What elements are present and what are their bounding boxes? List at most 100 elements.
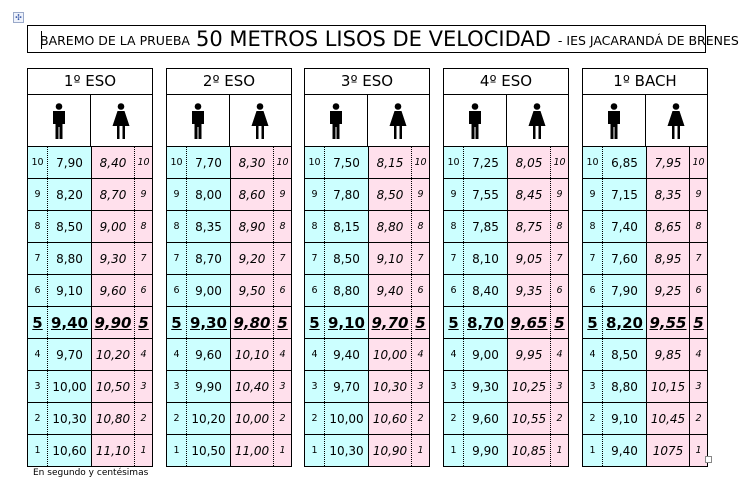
male-score: 7 (305, 243, 325, 274)
male-score: 4 (167, 339, 187, 370)
female-score: 2 (412, 403, 429, 434)
male-time: 9,90 (464, 435, 508, 466)
male-time: 7,90 (603, 275, 647, 306)
female-score: 8 (135, 211, 152, 242)
female-time: 1075 (647, 435, 690, 466)
female-time: 8,60 (231, 179, 274, 210)
female-score: 3 (274, 371, 291, 402)
table-row: 5 9,40 9,90 5 (28, 306, 152, 338)
title-prefix: BAREMO DE LA PRUEBA (40, 33, 190, 48)
female-time: 10,80 (92, 403, 135, 434)
male-time: 9,10 (603, 403, 647, 434)
female-score: 10 (274, 147, 291, 178)
female-time: 9,60 (92, 275, 135, 306)
male-score: 2 (28, 403, 48, 434)
male-score: 1 (444, 435, 464, 466)
male-time: 9,00 (464, 339, 508, 370)
grade-table: 3º ESO 10 7,50 8,15 10 9 7,80 8,50 9 8 8… (304, 68, 430, 467)
female-score: 1 (551, 435, 568, 466)
female-score: 5 (551, 307, 568, 338)
male-score: 4 (28, 339, 48, 370)
female-time: 8,75 (508, 211, 551, 242)
male-time: 10,60 (48, 435, 92, 466)
female-time: 9,70 (369, 307, 412, 338)
male-time: 8,70 (187, 243, 231, 274)
female-time: 9,05 (508, 243, 551, 274)
grade-title: 1º BACH (583, 69, 707, 95)
woman-icon (91, 95, 153, 146)
male-time: 10,30 (325, 435, 369, 466)
female-time: 8,50 (369, 179, 412, 210)
gender-header (167, 95, 291, 147)
female-score: 1 (135, 435, 152, 466)
female-time: 9,30 (92, 243, 135, 274)
table-row: 4 8,50 9,85 4 (583, 338, 707, 370)
table-resize-handle[interactable] (705, 456, 712, 463)
grade-table: 4º ESO 10 7,25 8,05 10 9 7,55 8,45 9 8 7… (443, 68, 569, 467)
female-time: 10,10 (231, 339, 274, 370)
table-row: 4 9,60 10,10 4 (167, 338, 291, 370)
table-row: 3 8,80 10,15 3 (583, 370, 707, 402)
male-time: 7,85 (464, 211, 508, 242)
female-score: 8 (551, 211, 568, 242)
table-row: 5 9,30 9,80 5 (167, 306, 291, 338)
male-score: 9 (305, 179, 325, 210)
male-time: 7,55 (464, 179, 508, 210)
female-time: 9,55 (647, 307, 690, 338)
table-row: 4 9,40 10,00 4 (305, 338, 429, 370)
table-row: 7 8,80 9,30 7 (28, 242, 152, 274)
table-row: 8 7,85 8,75 8 (444, 210, 568, 242)
table-row: 2 9,10 10,45 2 (583, 402, 707, 434)
male-time: 10,50 (187, 435, 231, 466)
female-score: 9 (690, 179, 707, 210)
table-row: 6 8,40 9,35 6 (444, 274, 568, 306)
male-score: 8 (583, 211, 603, 242)
female-score: 9 (274, 179, 291, 210)
female-time: 8,95 (647, 243, 690, 274)
female-score: 8 (412, 211, 429, 242)
man-icon (28, 95, 91, 146)
male-score: 9 (583, 179, 603, 210)
table-row: 1 9,40 1075 1 (583, 434, 707, 466)
female-score: 6 (690, 275, 707, 306)
gender-header (305, 95, 429, 147)
table-move-handle[interactable]: ✣ (13, 12, 24, 23)
table-row: 5 9,10 9,70 5 (305, 306, 429, 338)
female-score: 10 (551, 147, 568, 178)
man-icon (167, 95, 230, 146)
female-score: 2 (690, 403, 707, 434)
table-row: 7 7,60 8,95 7 (583, 242, 707, 274)
table-row: 5 8,70 9,65 5 (444, 306, 568, 338)
male-time: 7,25 (464, 147, 508, 178)
male-time: 7,80 (325, 179, 369, 210)
male-score: 9 (167, 179, 187, 210)
male-time: 9,00 (187, 275, 231, 306)
grade-title: 2º ESO (167, 69, 291, 95)
female-score: 10 (690, 147, 707, 178)
table-row: 1 10,60 11,10 1 (28, 434, 152, 466)
male-score: 7 (167, 243, 187, 274)
table-row: 1 10,30 10,90 1 (305, 434, 429, 466)
female-time: 9,65 (508, 307, 551, 338)
female-score: 6 (551, 275, 568, 306)
grade-title: 4º ESO (444, 69, 568, 95)
grade-title: 3º ESO (305, 69, 429, 95)
female-time: 7,95 (647, 147, 690, 178)
female-time: 9,85 (647, 339, 690, 370)
female-time: 8,30 (231, 147, 274, 178)
table-row: 10 7,25 8,05 10 (444, 147, 568, 178)
footnote: En segundo y centésimas (33, 468, 149, 478)
document-title: BAREMO DE LA PRUEBA 50 METROS LISOS DE V… (27, 25, 739, 53)
table-row: 9 8,20 8,70 9 (28, 178, 152, 210)
female-time: 8,90 (231, 211, 274, 242)
gender-header (444, 95, 568, 147)
male-score: 8 (167, 211, 187, 242)
male-score: 5 (583, 307, 603, 338)
female-time: 8,35 (647, 179, 690, 210)
female-time: 10,85 (508, 435, 551, 466)
female-score: 5 (690, 307, 707, 338)
male-time: 8,00 (187, 179, 231, 210)
female-time: 9,10 (369, 243, 412, 274)
grade-table: 1º ESO 10 7,90 8,40 10 9 8,20 8,70 9 8 8… (27, 68, 153, 467)
table-row: 9 8,00 8,60 9 (167, 178, 291, 210)
